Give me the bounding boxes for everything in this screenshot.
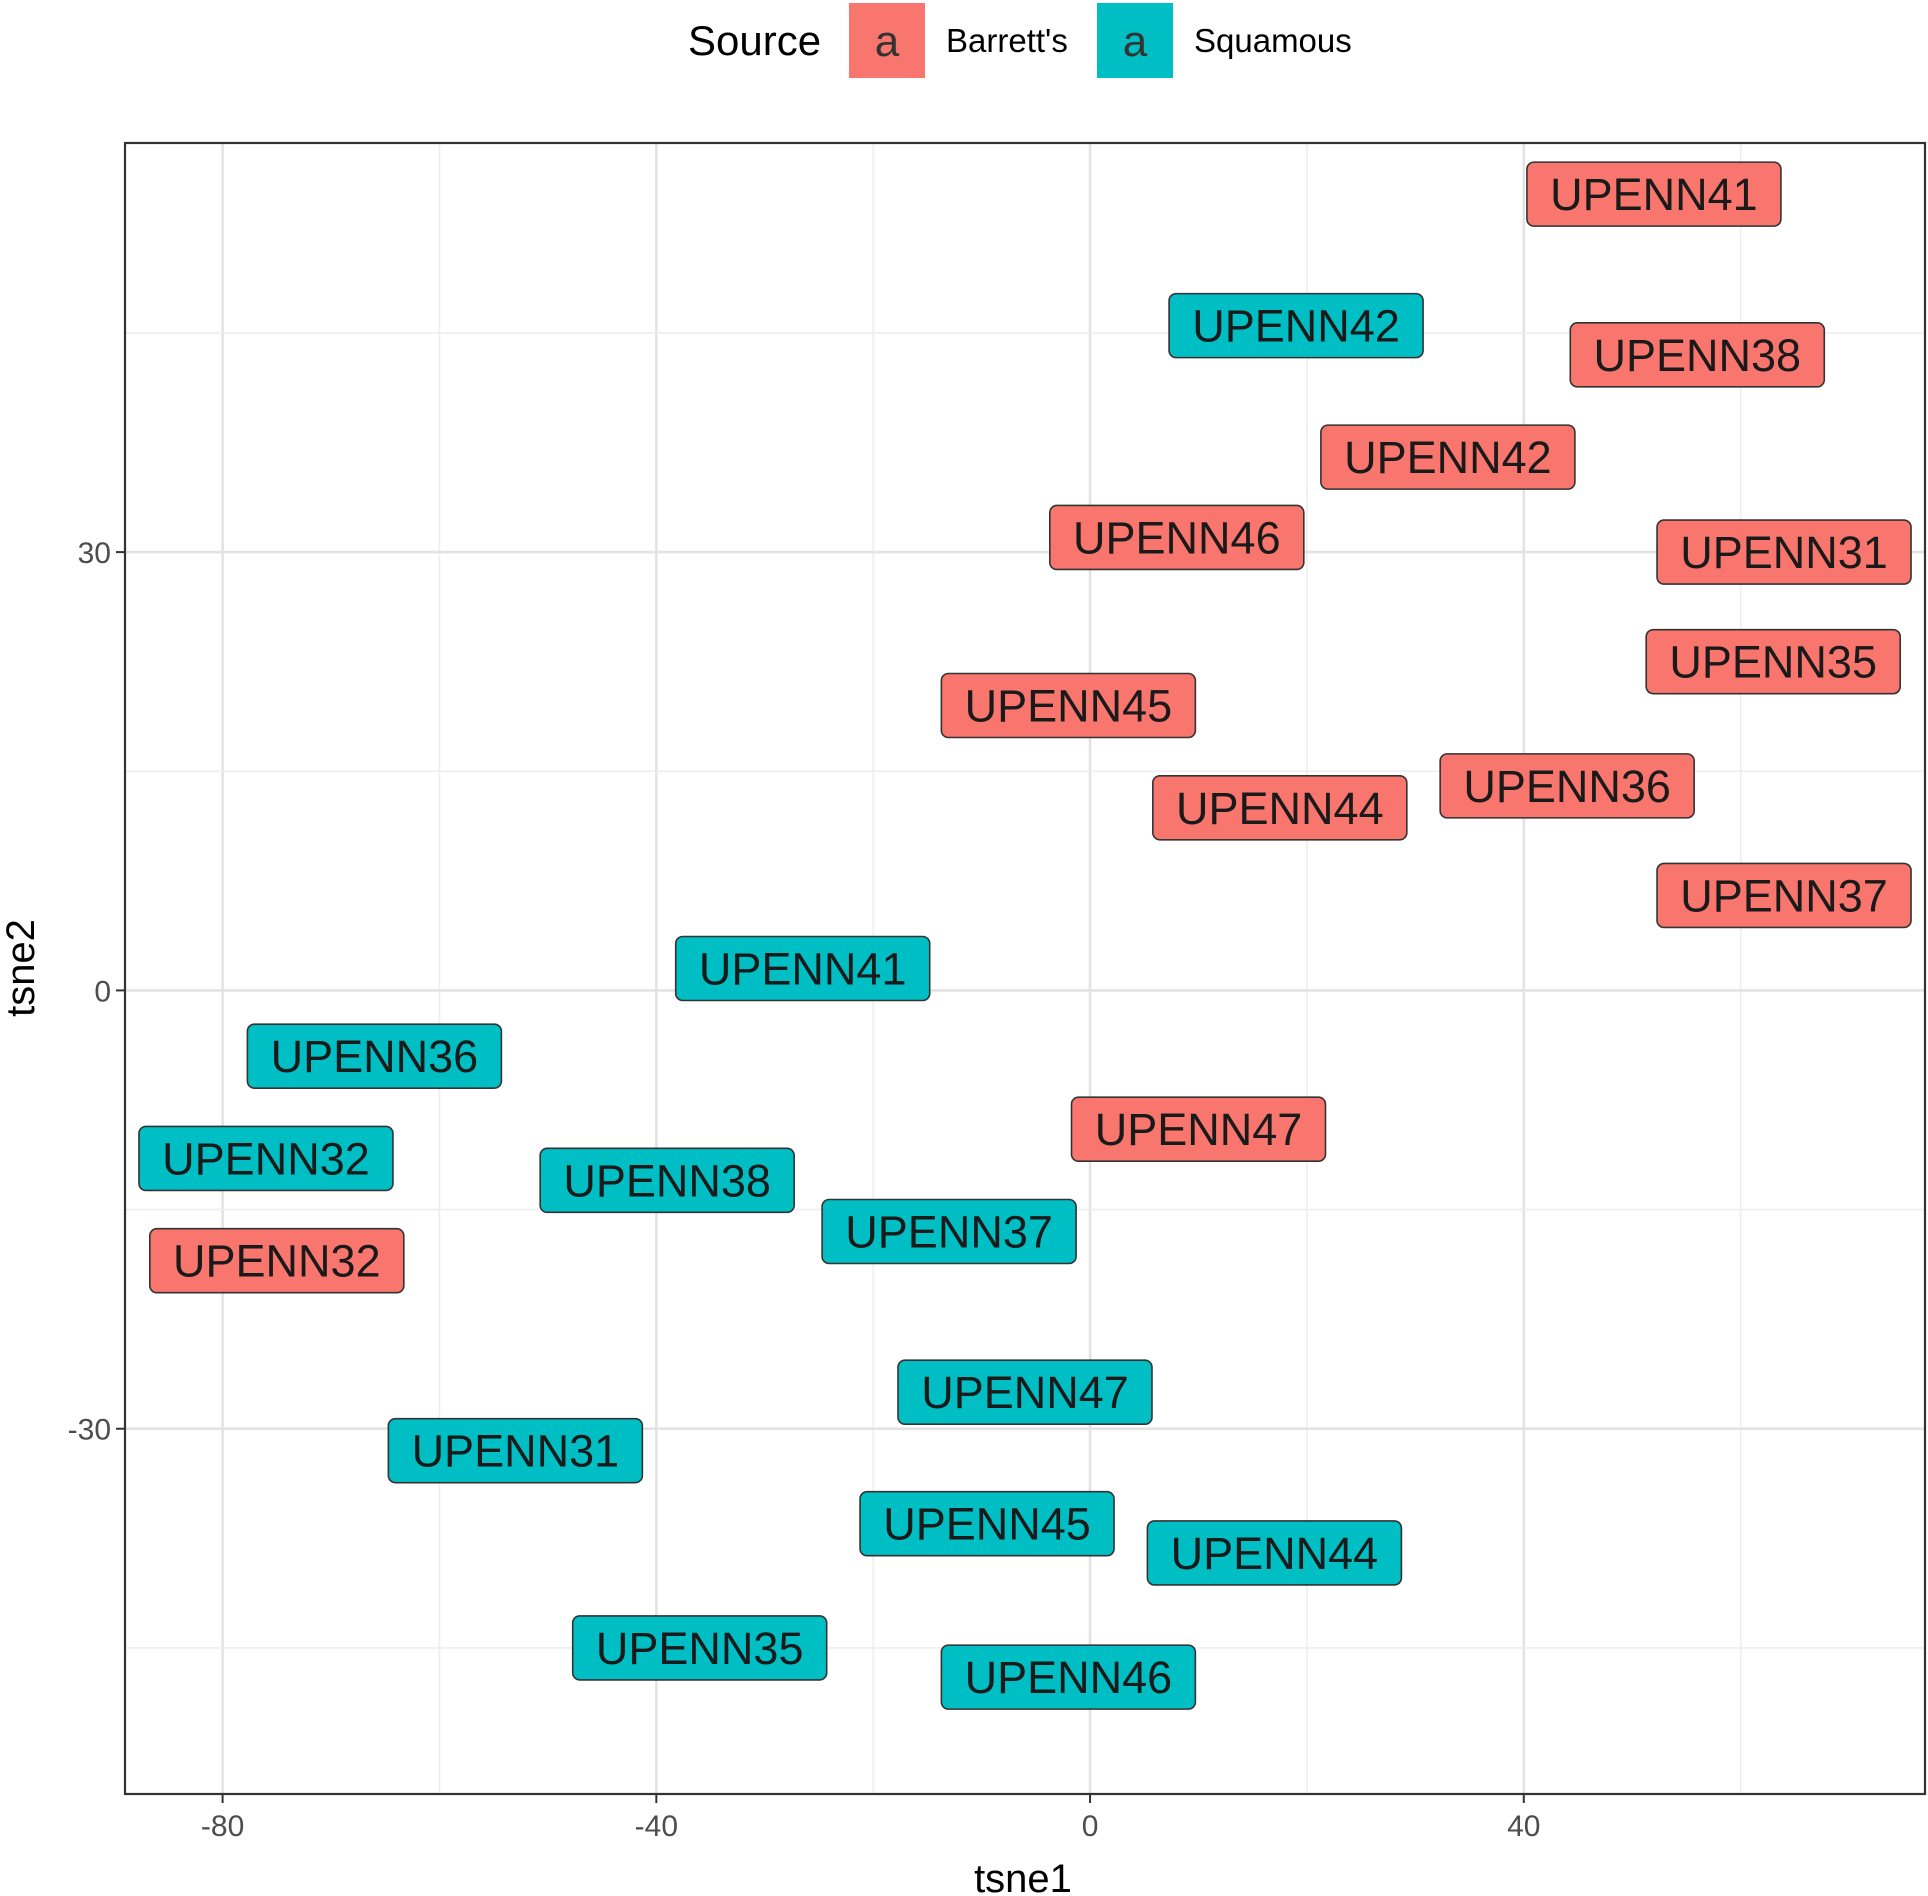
data-point: UPENN36	[246, 1023, 503, 1089]
point-label-text: UPENN32	[173, 1236, 381, 1287]
x-tick-label: -40	[635, 1810, 678, 1843]
x-tick-label: 0	[1082, 1810, 1099, 1843]
point-label-text: UPENN32	[162, 1133, 370, 1184]
data-point: UPENN42	[1320, 424, 1576, 490]
point-label-box	[138, 1125, 394, 1192]
data-point: UPENN41	[1526, 161, 1782, 227]
y-tick-label: -30	[68, 1414, 111, 1447]
point-label-text: UPENN42	[1192, 301, 1400, 352]
point-label-box	[1439, 753, 1695, 819]
point-label-text: UPENN46	[965, 1652, 1173, 1703]
point-label-text: UPENN47	[1095, 1104, 1303, 1155]
legend-label-squamous: Squamous	[1194, 22, 1352, 59]
point-label-box	[1320, 424, 1576, 490]
data-point: UPENN42	[1168, 292, 1424, 359]
point-label-box	[1656, 862, 1912, 929]
data-point: UPENN47	[1070, 1096, 1327, 1163]
point-label-box	[246, 1023, 503, 1089]
point-label-text: UPENN31	[412, 1426, 620, 1477]
data-point: UPENN38	[1569, 322, 1826, 388]
point-label-text: UPENN44	[1171, 1528, 1379, 1579]
data-points: UPENN41 UPENN38 UPENN42 UPENN46 UPENN31 UPENN…	[138, 161, 1912, 1710]
panel-border	[123, 141, 1927, 1796]
data-point: UPENN37	[1656, 862, 1912, 929]
point-label-box	[1168, 292, 1424, 359]
point-label-text: UPENN42	[1344, 432, 1552, 483]
point-label-text: UPENN41	[1550, 169, 1758, 220]
point-label-box	[674, 935, 931, 1002]
data-point: UPENN31	[1656, 519, 1912, 585]
data-point: UPENN38	[539, 1147, 795, 1214]
y-tick-label: 30	[78, 537, 111, 570]
point-label-box	[940, 672, 1197, 739]
point-label-text: UPENN47	[921, 1367, 1129, 1418]
x-axis-label: tsne1	[974, 1857, 1072, 1896]
point-label-box	[1146, 1520, 1403, 1586]
legend: Source a Barrett's a Squamous	[688, 3, 1352, 78]
y-axis-label: tsne2	[0, 919, 43, 1017]
point-label-box	[149, 1227, 405, 1294]
point-label-text: UPENN36	[271, 1031, 479, 1082]
point-label-box	[1049, 504, 1305, 571]
x-tick-label: 40	[1507, 1810, 1540, 1843]
data-point: UPENN46	[940, 1644, 1197, 1710]
y-tick-label: 0	[94, 975, 111, 1008]
data-point: UPENN45	[859, 1490, 1115, 1557]
point-label-text: UPENN35	[596, 1623, 804, 1674]
point-label-text: UPENN45	[965, 681, 1173, 732]
point-label-text: UPENN46	[1073, 512, 1281, 563]
data-point: UPENN47	[897, 1359, 1153, 1426]
point-label-box	[539, 1147, 795, 1214]
point-label-box	[571, 1615, 828, 1681]
legend-title: Source	[688, 17, 821, 64]
point-label-text: UPENN36	[1463, 761, 1671, 812]
point-label-box	[387, 1417, 644, 1484]
point-label-text: UPENN31	[1680, 527, 1888, 578]
data-point: UPENN35	[571, 1615, 828, 1681]
axes: -80 -40 0 40 -30 0 30	[68, 537, 1541, 1843]
point-label-text: UPENN45	[883, 1499, 1091, 1550]
point-label-box	[1152, 774, 1408, 841]
point-label-box	[1569, 322, 1826, 388]
data-point: UPENN32	[149, 1227, 405, 1294]
data-point: UPENN46	[1049, 504, 1305, 571]
data-point: UPENN32	[138, 1125, 394, 1192]
legend-label-barretts: Barrett's	[946, 22, 1068, 59]
point-label-box	[1526, 161, 1782, 227]
data-point: UPENN31	[387, 1417, 644, 1484]
point-label-text: UPENN38	[1594, 330, 1802, 381]
point-label-box	[1070, 1096, 1327, 1163]
point-label-text: UPENN37	[845, 1206, 1053, 1257]
point-label-box	[1656, 519, 1912, 585]
point-label-box	[1645, 628, 1901, 695]
point-label-text: UPENN44	[1176, 783, 1384, 834]
point-label-text: UPENN38	[563, 1155, 771, 1206]
data-point: UPENN45	[940, 672, 1197, 739]
point-label-text: UPENN35	[1669, 637, 1877, 688]
data-point: UPENN37	[821, 1198, 1077, 1265]
x-tick-label: -80	[201, 1810, 244, 1843]
data-point: UPENN44	[1146, 1520, 1403, 1586]
point-label-text: UPENN41	[699, 944, 907, 995]
point-label-box	[897, 1359, 1153, 1426]
legend-key-barretts	[849, 3, 925, 78]
data-point: UPENN36	[1439, 753, 1695, 819]
legend-key-glyph-squamous: a	[1123, 17, 1148, 66]
point-label-box	[859, 1490, 1115, 1557]
point-label-box	[940, 1644, 1197, 1710]
data-point: UPENN44	[1152, 774, 1408, 841]
point-label-box	[821, 1198, 1077, 1265]
point-label-text: UPENN37	[1680, 870, 1888, 921]
data-point: UPENN35	[1645, 628, 1901, 695]
data-point: UPENN41	[674, 935, 931, 1002]
legend-key-glyph-barretts: a	[875, 17, 900, 66]
legend-key-squamous	[1097, 3, 1173, 78]
